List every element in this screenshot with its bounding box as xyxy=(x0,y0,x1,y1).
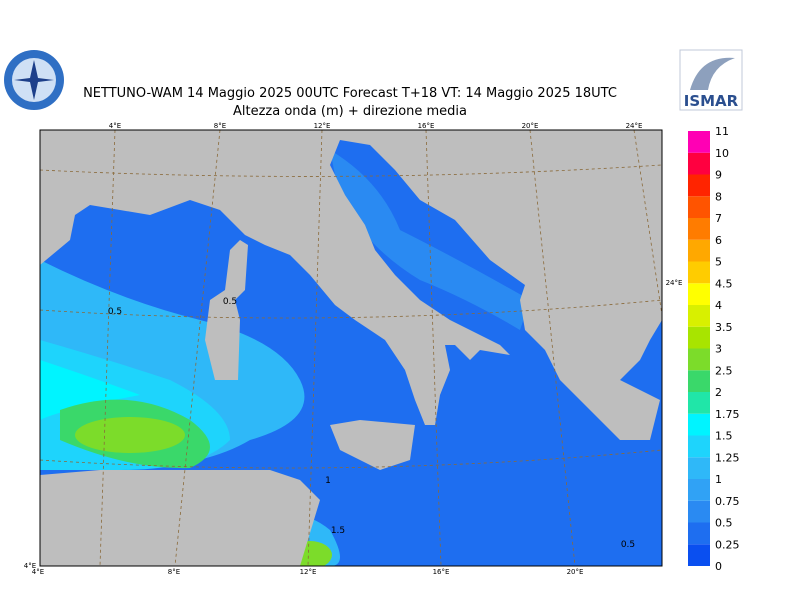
left-logo xyxy=(4,50,64,110)
legend-swatch xyxy=(688,457,710,479)
legend-label: 1.25 xyxy=(715,451,740,464)
legend-label: 1.5 xyxy=(715,430,733,443)
bottom-axis-label: 4°E xyxy=(32,568,44,576)
title: NETTUNO-WAM 14 Maggio 2025 00UTC Forecas… xyxy=(83,86,617,101)
legend-swatch xyxy=(688,479,710,501)
legend-label: 9 xyxy=(715,169,722,182)
map xyxy=(40,130,662,566)
legend: 0 0.25 0.5 0.75 1 1.25 1.5 1.75 2 2.5 3 3.5 4 4.5 5 6 7 8… xyxy=(688,125,740,573)
legend-label: 6 xyxy=(715,234,722,247)
top-axis-label: 4°E xyxy=(109,122,121,130)
legend-label: 1 xyxy=(715,473,722,486)
bottom-axis-label: 8°E xyxy=(168,568,180,576)
legend-swatch xyxy=(688,283,710,305)
legend-swatch xyxy=(688,500,710,523)
legend-label: 4 xyxy=(715,299,722,312)
legend-swatch xyxy=(688,131,710,153)
subtitle: Altezza onda (m) + direzione media xyxy=(233,104,467,119)
logo-text: ISMAR xyxy=(684,92,739,110)
legend-label: 0.5 xyxy=(715,517,733,530)
contour-label: 0.5 xyxy=(108,307,122,317)
map-frame xyxy=(39,129,663,567)
legend-label: 10 xyxy=(715,147,729,160)
contour-label: 0.5 xyxy=(621,540,635,550)
legend-swatch xyxy=(688,348,710,371)
legend-label: 0 xyxy=(715,560,722,573)
map-labels: 4°E 8°E 12°E 16°E 20°E 24°E 4°E 8°E 12°E 16°E 20°E… xyxy=(24,122,683,576)
top-axis-label: 16°E xyxy=(418,122,435,130)
legend-label: 3 xyxy=(715,343,722,356)
legend-swatch xyxy=(688,544,710,566)
legend-swatch xyxy=(688,392,710,414)
legend-swatch xyxy=(688,218,710,240)
legend-label: 2.5 xyxy=(715,364,733,377)
legend-swatch xyxy=(688,326,710,349)
legend-swatch xyxy=(688,152,710,175)
legend-swatch xyxy=(688,370,710,392)
legend-label: 8 xyxy=(715,190,722,203)
bottom-axis-label: 20°E xyxy=(567,568,584,576)
legend-label: 0.25 xyxy=(715,538,740,551)
legend-swatch xyxy=(688,261,710,284)
legend-swatch xyxy=(688,196,710,218)
contour-label: 0.5 xyxy=(223,297,237,307)
legend-label: 2 xyxy=(715,386,722,399)
legend-swatch xyxy=(688,174,710,197)
bottom-axis-label: 12°E xyxy=(300,568,317,576)
legend-swatch xyxy=(688,305,710,327)
legend-label: 0.75 xyxy=(715,495,740,508)
top-axis-label: 24°E xyxy=(626,122,643,130)
legend-label: 1.75 xyxy=(715,408,740,421)
contour-label: 1.5 xyxy=(331,526,345,536)
top-axis-label: 20°E xyxy=(522,122,539,130)
legend-swatch xyxy=(688,239,710,262)
legend-label: 11 xyxy=(715,125,729,138)
legend-label: 5 xyxy=(715,256,722,269)
legend-label: 7 xyxy=(715,212,722,225)
legend-label: 4.5 xyxy=(715,277,733,290)
top-axis-label: 8°E xyxy=(214,122,226,130)
top-axis-label: 12°E xyxy=(314,122,331,130)
right-logo: ISMAR xyxy=(679,49,743,111)
legend-label: 3.5 xyxy=(715,321,733,334)
corner-axis-label: 4°E xyxy=(24,562,36,570)
legend-swatch xyxy=(688,413,710,436)
bottom-axis-label: 16°E xyxy=(433,568,450,576)
right-axis-label: 24°E xyxy=(666,279,683,287)
legend-swatch xyxy=(688,522,710,545)
legend-swatch xyxy=(688,435,710,458)
contour-label: 1 xyxy=(325,476,331,486)
